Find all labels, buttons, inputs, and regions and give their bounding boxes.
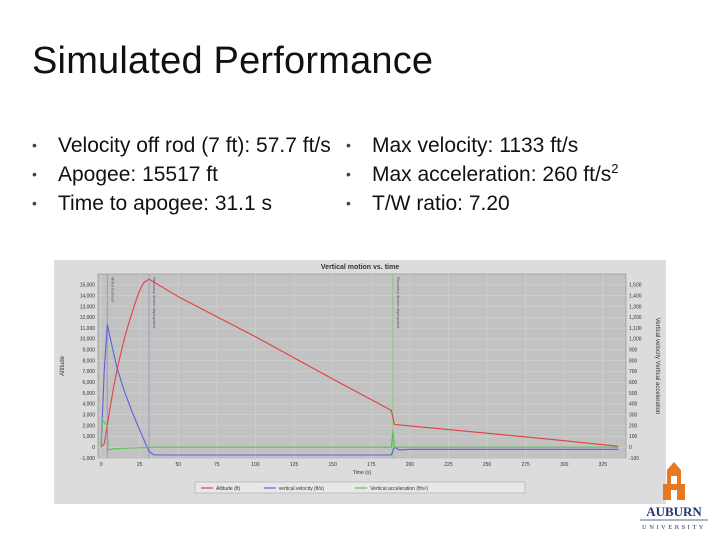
left-bullet-list: • Velocity off rod (7 ft): 57.7 ft/s • Apo… — [32, 131, 337, 218]
y-left-tick-label: 11,000 — [80, 326, 95, 332]
y-left-tick-label: 9,000 — [82, 348, 95, 354]
bullet-dot-icon: • — [32, 195, 37, 211]
y-left-tick-label: 4,000 — [82, 402, 95, 408]
y-right-tick-label: 300 — [629, 413, 638, 419]
y-left-axis-label: Altitude — [60, 355, 66, 376]
y-right-tick-label: 900 — [629, 348, 638, 354]
y-left-tick-label: 8,000 — [82, 358, 95, 364]
x-tick-label: 300 — [560, 462, 569, 468]
series-line — [100, 418, 619, 451]
y-right-tick-label: 1,300 — [629, 304, 642, 310]
series-line — [100, 278, 619, 448]
bullet-dot-icon: • — [346, 195, 351, 211]
legend-label: vertical velocity (ft/s) — [279, 486, 325, 492]
y-left-tick-label: 7,000 — [82, 369, 95, 375]
y-right-tick-label: 0 — [629, 445, 632, 451]
slide-title: Simulated Performance — [32, 40, 434, 82]
x-tick-label: 100 — [251, 462, 260, 468]
bullet-dot-icon: • — [32, 166, 37, 182]
y-left-tick-label: 5,000 — [82, 391, 95, 397]
bullet-dot-icon: • — [346, 137, 351, 153]
y-right-tick-label: -100 — [629, 456, 639, 462]
x-tick-label: 175 — [367, 462, 376, 468]
logo-name: AUBURN — [646, 504, 702, 519]
y-left-tick-label: 0 — [92, 445, 95, 451]
legend-label: Vertical acceleration (ft/s²) — [370, 486, 428, 492]
y-right-tick-label: 1,200 — [629, 315, 642, 321]
series-lines — [100, 278, 619, 456]
bullet-tw-ratio: • T/W ratio: 7.20 — [346, 189, 686, 218]
bullet-dot-icon: • — [346, 166, 351, 182]
y-right-tick-label: 400 — [629, 402, 638, 408]
x-tick-label: 275 — [521, 462, 530, 468]
bullet-time-to-apogee: • Time to apogee: 31.1 s — [32, 189, 337, 218]
y-right-tick-label: 500 — [629, 391, 638, 397]
chart-legend: Altitude (ft) vertical velocity (ft/s) Ver… — [194, 481, 526, 494]
bullet-max-acceleration: • Max acceleration: 260 ft/s2 — [346, 160, 686, 189]
y-left-tick-label: 2,000 — [82, 423, 95, 429]
event-label: Recovery device deployment — [152, 277, 157, 329]
bullet-dot-icon: • — [32, 137, 37, 153]
y-left-tick-label: 10,000 — [80, 337, 96, 343]
x-tick-label: 225 — [444, 462, 453, 468]
x-tick-label: 125 — [290, 462, 299, 468]
x-tick-label: 25 — [137, 462, 143, 468]
y-left-tick-label: 12,000 — [80, 315, 96, 321]
y-right-tick-label: 200 — [629, 423, 638, 429]
bullet-apogee: • Apogee: 15517 ft — [32, 160, 337, 189]
x-tick-label: 0 — [100, 462, 103, 468]
y-left-tick-label: 1,000 — [82, 434, 95, 440]
auburn-tower-icon — [663, 462, 685, 500]
y-right-axis-label: Vertical velocity Vertical acceleration — [654, 318, 660, 415]
y-right-tick-label: 100 — [629, 434, 638, 440]
x-tick-label: 250 — [483, 462, 492, 468]
y-right-tick-label: 700 — [629, 369, 638, 375]
legend-label: Altitude (ft) — [216, 486, 241, 492]
y-left-tick-label: 13,000 — [80, 304, 96, 310]
right-bullet-list: • Max velocity: 1133 ft/s • Max accelerati… — [346, 131, 686, 218]
y-right-tick-label: 600 — [629, 380, 638, 386]
bullet-velocity-off-rod: • Velocity off rod (7 ft): 57.7 ft/s — [32, 131, 337, 160]
chart-title: Vertical motion vs. time — [321, 264, 399, 271]
x-tick-label: 325 — [599, 462, 608, 468]
x-axis-label: Time (s) — [353, 470, 371, 476]
event-label: Recovery device deployment — [396, 277, 401, 329]
plot-area — [97, 273, 627, 459]
y-right-tick-label: 800 — [629, 358, 638, 364]
y-right-tick-label: 1,500 — [629, 283, 642, 289]
x-tick-label: 75 — [214, 462, 220, 468]
y-left-tick-label: -1,000 — [81, 456, 95, 462]
chart-svg: Vertical motion vs. time Motor burnout Re… — [54, 260, 666, 504]
y-right-tick-label: 1,400 — [629, 293, 642, 299]
grid-lines — [98, 274, 626, 459]
y-right-tick-label: 1,000 — [629, 337, 642, 343]
x-tick-label: 150 — [328, 462, 337, 468]
bullet-max-velocity: • Max velocity: 1133 ft/s — [346, 131, 686, 160]
series-line — [100, 323, 619, 456]
y-left-tick-label: 14,000 — [80, 293, 96, 299]
x-tick-label: 50 — [175, 462, 181, 468]
y-right-tick-label: 1,100 — [629, 326, 642, 332]
event-label: Motor burnout — [110, 277, 115, 303]
y-left-tick-label: 6,000 — [82, 380, 95, 386]
axis-ticks: -1,000 0 1,000 2,000 3,000 4,000 5,000 6,000 7,0… — [80, 283, 642, 476]
vertical-motion-chart: Vertical motion vs. time Motor burnout Re… — [54, 260, 666, 504]
y-left-tick-label: 15,000 — [80, 283, 96, 289]
auburn-university-logo: AUBURN UNIVERSITY — [640, 462, 708, 531]
logo-subtext: UNIVERSITY — [642, 524, 706, 531]
y-left-tick-label: 3,000 — [82, 413, 95, 419]
x-tick-label: 200 — [406, 462, 415, 468]
